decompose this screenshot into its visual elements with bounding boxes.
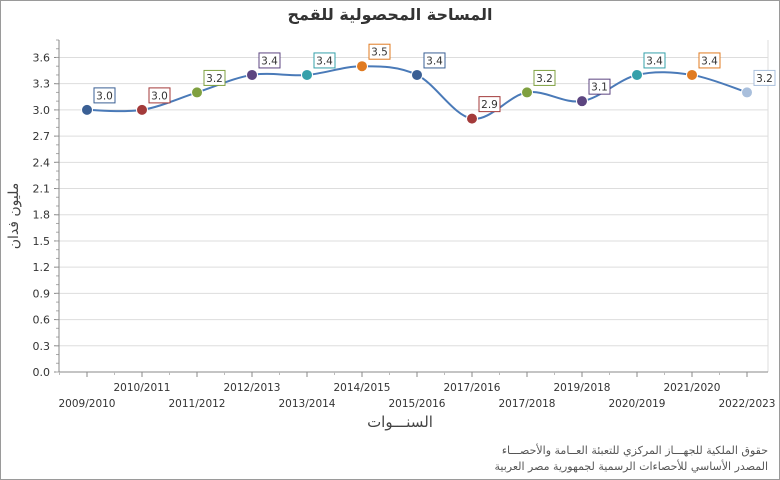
data-label: 3.4 (701, 55, 718, 67)
data-point (521, 86, 533, 99)
data-label: 3.2 (536, 73, 553, 85)
data-point (301, 68, 313, 81)
y-axis-label: مليون فدان (6, 182, 22, 250)
y-tick-label: 3.6 (33, 51, 51, 64)
copyright-note: حقوق الملكية للجهـــاز المركزي للتعبئة ا… (501, 444, 768, 457)
data-label-box (753, 69, 776, 86)
data-label-box (478, 96, 501, 113)
x-tick-label: 2017/2018 (499, 398, 556, 410)
data-label-box (698, 52, 721, 69)
data-label: 3.4 (316, 55, 333, 67)
data-point (191, 86, 203, 99)
x-tick-label: 2015/2016 (389, 398, 446, 410)
data-point (741, 86, 753, 99)
x-axis-label: السنـــوات (367, 413, 433, 431)
data-point (356, 60, 368, 73)
chart-title: المساحة المحصولية للقمح (287, 5, 493, 24)
data-label: 3.2 (756, 73, 773, 85)
data-label: 3.4 (261, 55, 278, 67)
x-tick-label: 2020/2019 (609, 398, 666, 410)
data-label-box (203, 69, 226, 86)
y-tick-label: 2.7 (33, 130, 51, 143)
data-point (246, 68, 258, 81)
x-tick-label: 2019/2018 (554, 382, 611, 394)
data-label-box (643, 52, 666, 69)
data-point (411, 68, 423, 81)
data-label-box (93, 87, 116, 104)
data-label-box (423, 52, 446, 69)
y-tick-label: 1.8 (33, 209, 51, 222)
data-point (631, 68, 643, 81)
data-point (576, 95, 588, 108)
data-label: 3.4 (426, 55, 443, 67)
x-tick-label: 2011/2012 (169, 398, 226, 410)
x-tick-label: 2014/2015 (334, 382, 391, 394)
data-label-box (588, 78, 611, 95)
x-tick-label: 2017/2016 (444, 382, 501, 394)
data-label: 2.9 (481, 99, 498, 111)
data-label-box (313, 52, 336, 69)
x-tick-label: 2013/2014 (279, 398, 336, 410)
y-tick-label: 0.0 (33, 366, 51, 379)
data-label: 3.1 (591, 82, 608, 94)
y-tick-label: 1.5 (33, 235, 51, 248)
data-label: 3.2 (206, 73, 223, 85)
data-point (686, 68, 698, 81)
x-tick-label: 2022/2023 (719, 398, 776, 410)
y-tick-label: 0.3 (33, 340, 51, 353)
data-label: 3.4 (646, 55, 663, 67)
x-tick-label: 2009/2010 (59, 398, 116, 410)
data-label-box (148, 87, 171, 104)
source-note: المصدر الأساسي للأحصاءات الرسمية لجمهوري… (494, 460, 768, 473)
data-label-box (258, 52, 281, 69)
x-tick-label: 2012/2013 (224, 382, 281, 394)
y-tick-label: 1.2 (33, 261, 51, 274)
data-point (466, 112, 478, 125)
y-tick-label: 3.3 (33, 78, 51, 91)
y-tick-label: 0.9 (33, 287, 51, 300)
y-tick-label: 2.4 (33, 156, 51, 169)
data-label: 3.0 (151, 90, 168, 102)
data-label-box (368, 43, 391, 60)
x-tick-label: 2010/2011 (114, 382, 171, 394)
data-point (81, 103, 93, 116)
y-tick-label: 3.0 (33, 104, 51, 117)
x-tick-label: 2021/2020 (664, 382, 721, 394)
data-label: 3.0 (96, 90, 113, 102)
data-label: 3.5 (371, 47, 388, 59)
y-tick-label: 2.1 (33, 183, 51, 196)
data-point (136, 103, 148, 116)
y-tick-label: 0.6 (33, 314, 51, 327)
data-label-box (533, 69, 556, 86)
